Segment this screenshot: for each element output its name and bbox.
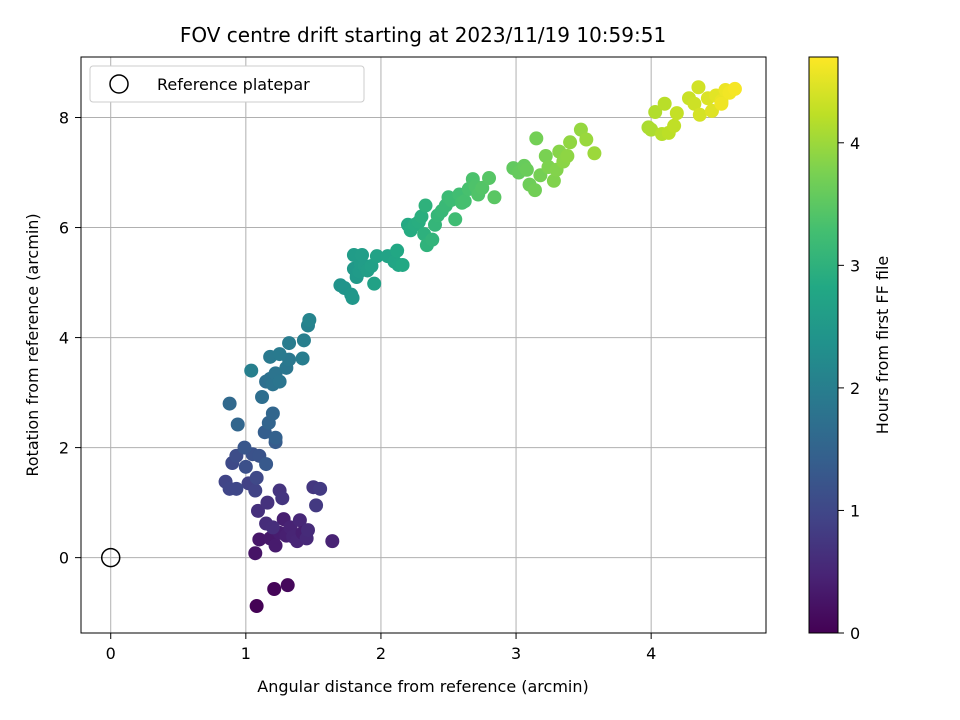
- y-axis-label: Rotation from reference (arcmin): [23, 213, 42, 476]
- data-point: [249, 470, 264, 485]
- colorbar-tick-label: 0: [850, 624, 860, 643]
- colorbar-tick-label: 3: [850, 256, 860, 275]
- data-point: [369, 249, 384, 264]
- data-point: [727, 81, 742, 96]
- data-point: [667, 118, 682, 133]
- y-tick-label: 2: [59, 439, 69, 458]
- data-point: [272, 347, 287, 362]
- plot-frame: [80, 56, 767, 634]
- x-tick-label: 1: [241, 644, 251, 663]
- data-point: [268, 538, 283, 553]
- data-point: [265, 406, 280, 421]
- data-point: [230, 417, 245, 432]
- data-point: [260, 495, 275, 510]
- data-point: [687, 96, 702, 111]
- data-point: [487, 190, 502, 205]
- data-point: [302, 312, 317, 327]
- data-point: [644, 122, 659, 137]
- colorbar: [808, 56, 839, 634]
- data-point: [482, 171, 497, 186]
- data-point: [229, 481, 244, 496]
- data-point: [448, 212, 463, 227]
- x-axis-ticks: 0 1 2 3 4: [106, 633, 656, 663]
- y-axis-ticks: 0 2 4 6 8: [59, 109, 81, 568]
- data-point: [418, 198, 433, 213]
- data-point: [292, 513, 307, 528]
- scatter-points: [218, 80, 742, 614]
- data-point: [313, 481, 328, 496]
- data-point: [563, 135, 578, 150]
- data-point: [691, 80, 706, 95]
- data-point: [538, 149, 553, 164]
- x-tick-label: 3: [511, 644, 521, 663]
- gridlines: [81, 57, 766, 633]
- data-point: [560, 149, 575, 164]
- data-point: [275, 491, 290, 506]
- colorbar-tick-label: 4: [850, 134, 860, 153]
- data-point: [259, 457, 274, 472]
- data-point: [250, 503, 265, 518]
- data-point: [527, 183, 542, 198]
- data-point: [546, 173, 561, 188]
- data-point: [355, 248, 370, 263]
- data-point: [295, 351, 310, 366]
- data-point: [255, 389, 270, 404]
- data-point: [252, 532, 267, 547]
- data-point: [268, 430, 283, 445]
- y-tick-label: 6: [59, 219, 69, 238]
- data-point: [267, 581, 282, 596]
- y-tick-label: 0: [59, 549, 69, 568]
- data-point: [249, 599, 264, 614]
- data-point: [367, 276, 382, 291]
- data-point: [692, 107, 707, 122]
- legend: Reference platepar: [89, 65, 365, 103]
- data-point: [309, 498, 324, 513]
- data-point: [714, 96, 729, 111]
- legend-label: Reference platepar: [157, 75, 310, 94]
- legend-box: [89, 65, 365, 103]
- x-tick-label: 4: [646, 644, 656, 663]
- data-point: [222, 396, 237, 411]
- chart-title: FOV centre drift starting at 2023/11/19 …: [180, 23, 666, 47]
- data-point: [587, 146, 602, 161]
- data-point: [282, 336, 297, 351]
- data-point: [579, 132, 594, 147]
- reference-point: [100, 547, 121, 568]
- data-point: [395, 257, 410, 272]
- data-point: [300, 523, 315, 538]
- data-point: [237, 440, 252, 455]
- data-point: [529, 131, 544, 146]
- data-point: [457, 194, 472, 209]
- data-point: [648, 105, 663, 120]
- data-point: [272, 374, 287, 389]
- x-tick-label: 2: [376, 644, 386, 663]
- data-point: [425, 232, 440, 247]
- colorbar-ticks: 0 1 2 3 4: [838, 134, 860, 643]
- data-point: [657, 96, 672, 111]
- legend-marker: [109, 74, 129, 94]
- x-axis-label: Angular distance from reference (arcmin): [257, 677, 588, 696]
- data-point: [248, 546, 263, 561]
- data-point: [345, 290, 360, 305]
- data-point: [265, 520, 280, 535]
- data-point: [414, 209, 429, 224]
- data-point: [280, 578, 295, 593]
- data-point: [519, 162, 534, 177]
- data-point: [238, 459, 253, 474]
- y-tick-label: 8: [59, 109, 69, 128]
- data-point: [325, 534, 340, 549]
- colorbar-tick-label: 2: [850, 379, 860, 398]
- colorbar-label: Hours from first FF file: [873, 256, 892, 435]
- data-point: [475, 180, 490, 195]
- data-point: [248, 483, 263, 498]
- data-point: [390, 243, 405, 258]
- data-point: [296, 333, 311, 348]
- colorbar-tick-label: 1: [850, 501, 860, 520]
- y-tick-label: 4: [59, 329, 69, 348]
- data-point: [669, 106, 684, 121]
- x-tick-label: 0: [106, 644, 116, 663]
- data-point: [244, 363, 259, 378]
